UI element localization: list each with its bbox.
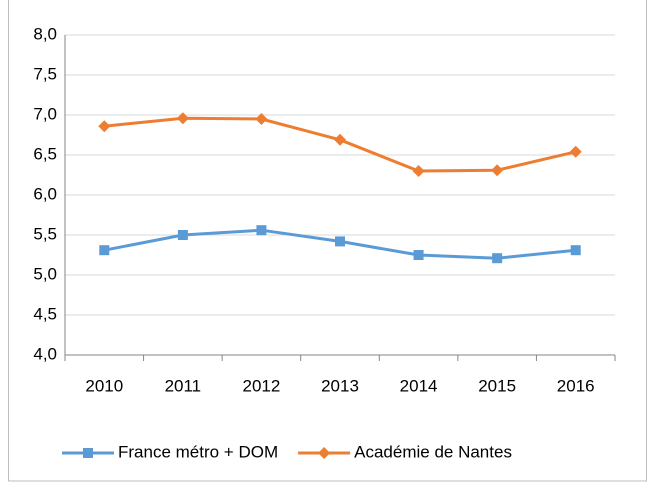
- y-tick-label: 4,5: [33, 304, 57, 323]
- marker: [255, 113, 268, 125]
- marker: [413, 250, 424, 260]
- marker: [83, 448, 93, 458]
- y-tick-label: 5,5: [33, 224, 57, 243]
- y-tick-label: 6,5: [33, 144, 57, 163]
- marker: [99, 245, 110, 256]
- y-tick-label: 7,0: [33, 104, 57, 123]
- marker: [318, 447, 331, 459]
- y-tick-label: 5,0: [33, 264, 57, 283]
- x-tick-label: 2012: [243, 376, 281, 395]
- y-tick-label: 6,0: [33, 184, 57, 203]
- marker: [335, 236, 345, 247]
- marker: [492, 253, 503, 264]
- marker: [177, 230, 188, 240]
- marker: [570, 245, 581, 256]
- y-tick-label: 4,0: [33, 344, 57, 363]
- marker: [176, 112, 189, 125]
- y-tick-label: 7,5: [33, 64, 57, 83]
- x-tick-label: 2011: [165, 376, 202, 395]
- x-tick-label: 2016: [557, 376, 595, 395]
- marker: [412, 165, 425, 177]
- legend-label: Académie de Nantes: [354, 442, 512, 461]
- marker: [334, 133, 346, 146]
- x-tick-label: 2013: [321, 376, 359, 395]
- marker: [98, 120, 111, 133]
- x-tick-label: 2014: [400, 376, 438, 395]
- legend-label: France métro + DOM: [118, 442, 278, 461]
- x-tick-label: 2010: [85, 376, 123, 395]
- marker: [569, 145, 582, 158]
- marker: [491, 164, 504, 177]
- x-tick-label: 2015: [478, 376, 516, 395]
- y-tick-label: 8,0: [33, 24, 57, 43]
- marker: [256, 225, 267, 236]
